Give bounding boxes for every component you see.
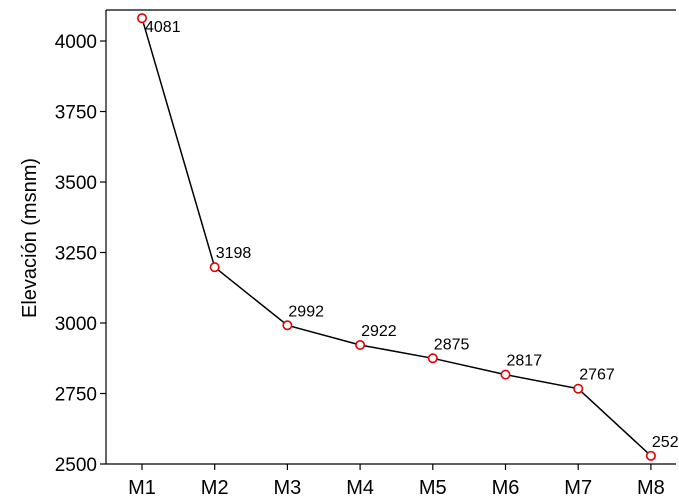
data-point-marker xyxy=(209,262,220,273)
x-tick-label: M2 xyxy=(201,477,229,499)
y-tick-label: 4000 xyxy=(55,32,97,53)
data-point-marker xyxy=(427,353,438,364)
data-point-label: 3198 xyxy=(216,245,252,262)
data-point-marker xyxy=(645,450,656,461)
x-tick-label: M4 xyxy=(346,477,374,499)
series-polyline xyxy=(141,17,652,457)
y-tick-label: 3750 xyxy=(55,103,97,124)
x-tick-label: M5 xyxy=(419,477,447,499)
data-point-label: 2529 xyxy=(652,434,679,451)
data-point-label: 2767 xyxy=(579,367,615,384)
series-line xyxy=(141,17,652,457)
y-tick-label: 2750 xyxy=(55,385,97,406)
y-axis: 2500 2750 3000 3250 3500 3750 4000 xyxy=(55,32,106,476)
data-point-marker xyxy=(282,320,293,331)
data-labels: 4081 3198 2992 2922 2875 2817 2767 2529 xyxy=(145,19,679,451)
x-tick-label: M1 xyxy=(128,477,156,499)
x-tick-label: M6 xyxy=(492,477,520,499)
data-point-label: 2875 xyxy=(434,336,470,353)
data-point-marker xyxy=(355,340,366,351)
data-point-label: 4081 xyxy=(145,19,181,36)
data-point-marker xyxy=(137,13,148,24)
x-tick-label: M7 xyxy=(564,477,592,499)
data-point-marker xyxy=(500,369,511,380)
y-tick-label: 2500 xyxy=(55,455,97,476)
y-tick-label: 3000 xyxy=(55,314,97,335)
x-tick-label: M8 xyxy=(637,477,665,499)
x-tick-label: M3 xyxy=(274,477,302,499)
y-tick-label: 3500 xyxy=(55,173,97,194)
x-axis: M1 M2 M3 M4 M5 M6 M7 M8 xyxy=(128,464,665,499)
data-point-label: 2817 xyxy=(507,353,543,370)
data-point-marker xyxy=(573,383,584,394)
y-tick-label: 3250 xyxy=(55,244,97,265)
plot-frame xyxy=(105,9,676,465)
y-axis-title: Elevación (msnm) xyxy=(19,158,41,318)
series-markers xyxy=(137,13,656,461)
data-point-label: 2922 xyxy=(361,323,397,340)
data-point-label: 2992 xyxy=(288,303,324,320)
